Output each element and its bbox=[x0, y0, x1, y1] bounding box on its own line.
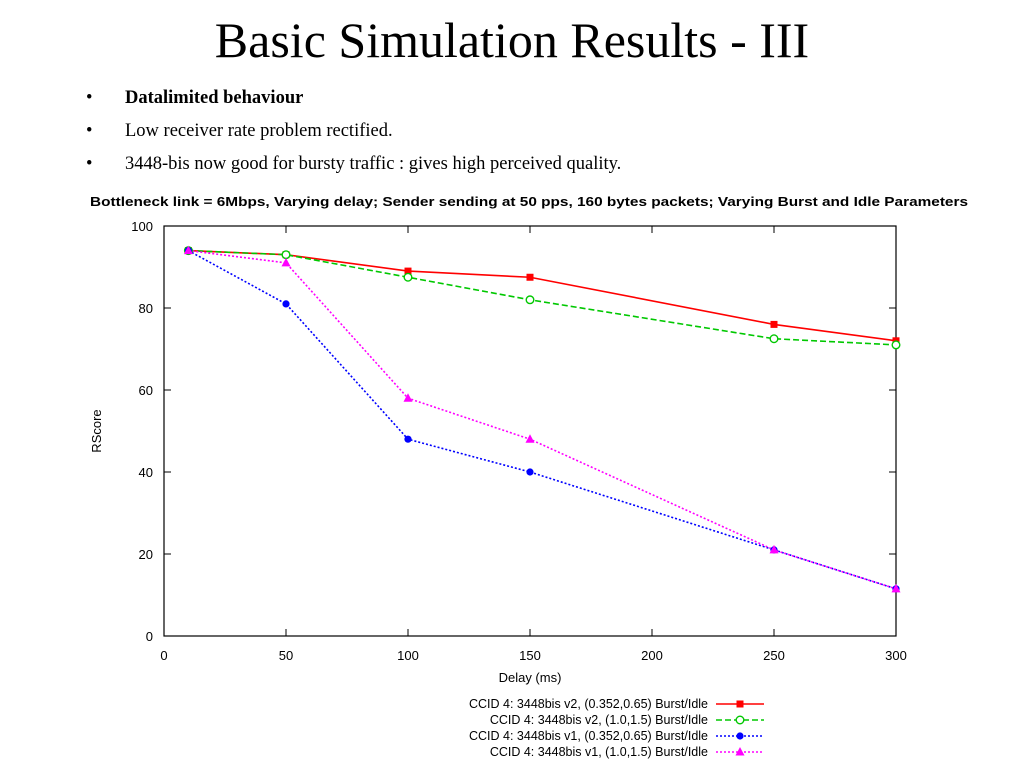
series-2-point bbox=[525, 295, 535, 305]
legend-label: CCID 4: 3448bis v2, (0.352,0.65) Burst/I… bbox=[469, 697, 708, 711]
y-tick-label: 80 bbox=[139, 301, 153, 316]
bullet-text: Low receiver rate problem rectified. bbox=[125, 121, 393, 141]
y-axis-label: RScore bbox=[89, 409, 104, 452]
x-tick-label: 200 bbox=[641, 648, 663, 663]
bullet-item: • Low receiver rate problem rectified. bbox=[86, 117, 621, 150]
chart-title: Bottleneck link = 6Mbps, Varying delay; … bbox=[90, 194, 968, 209]
legend-label: CCID 4: 3448bis v2, (1.0,1.5) Burst/Idle bbox=[490, 713, 708, 727]
x-tick-label: 250 bbox=[763, 648, 785, 663]
series-line-3 bbox=[188, 249, 897, 590]
bullet-dot: • bbox=[86, 154, 93, 174]
slide-title: Basic Simulation Results - III bbox=[214, 12, 810, 68]
legend: CCID 4: 3448bis v2, (0.352,0.65) Burst/I… bbox=[469, 697, 764, 759]
series-4-point bbox=[525, 434, 535, 443]
legend-label: CCID 4: 3448bis v1, (0.352,0.65) Burst/I… bbox=[469, 729, 708, 743]
series-3-point bbox=[526, 468, 534, 476]
y-tick-label: 40 bbox=[139, 465, 153, 480]
bullet-dot: • bbox=[86, 88, 93, 108]
series-4-point bbox=[281, 257, 291, 267]
series-4-point bbox=[891, 583, 901, 593]
series-2-point bbox=[769, 334, 779, 344]
series-4-point bbox=[403, 393, 413, 402]
x-tick-label: 150 bbox=[519, 648, 541, 663]
plot-frame bbox=[163, 225, 897, 637]
series-1-point bbox=[526, 273, 534, 281]
bullet-item: • 3448-bis now good for bursty traffic :… bbox=[86, 150, 621, 183]
series-line-2 bbox=[188, 249, 897, 346]
bullet-item: • Datalimited behaviour bbox=[86, 84, 621, 117]
series-3-point bbox=[404, 435, 412, 443]
series-4-point bbox=[183, 245, 193, 255]
series-2-point bbox=[891, 340, 901, 350]
series-line-1 bbox=[188, 249, 897, 342]
x-tick-label: 100 bbox=[397, 648, 419, 663]
y-tick-label: 60 bbox=[139, 383, 153, 398]
bullet-dot: • bbox=[86, 121, 93, 141]
bullet-list: • Datalimited behaviour • Low receiver r… bbox=[86, 84, 621, 183]
x-tick-label: 0 bbox=[160, 648, 167, 663]
y-tick-label: 100 bbox=[131, 219, 153, 234]
bullet-text: 3448-bis now good for bursty traffic : g… bbox=[125, 154, 622, 174]
x-axis-label: Delay (ms) bbox=[499, 670, 562, 685]
legend-marker-swatch bbox=[735, 747, 745, 756]
legend-marker-swatch bbox=[735, 715, 745, 725]
y-tick-label: 0 bbox=[146, 629, 153, 644]
legend-marker-swatch bbox=[736, 732, 744, 740]
series-1-point bbox=[770, 320, 778, 328]
y-tick-label: 20 bbox=[139, 547, 153, 562]
x-tick-label: 50 bbox=[279, 648, 293, 663]
series-2-point bbox=[281, 250, 291, 260]
bullet-text: Datalimited behaviour bbox=[125, 88, 304, 108]
legend-marker-swatch bbox=[736, 700, 744, 708]
series-2-point bbox=[403, 272, 413, 282]
series-line-4 bbox=[188, 249, 897, 590]
series-3-point bbox=[282, 300, 290, 308]
series-1-point bbox=[404, 267, 412, 275]
legend-label: CCID 4: 3448bis v1, (1.0,1.5) Burst/Idle bbox=[490, 745, 708, 759]
x-tick-label: 300 bbox=[885, 648, 907, 663]
series-4-point bbox=[769, 544, 779, 554]
